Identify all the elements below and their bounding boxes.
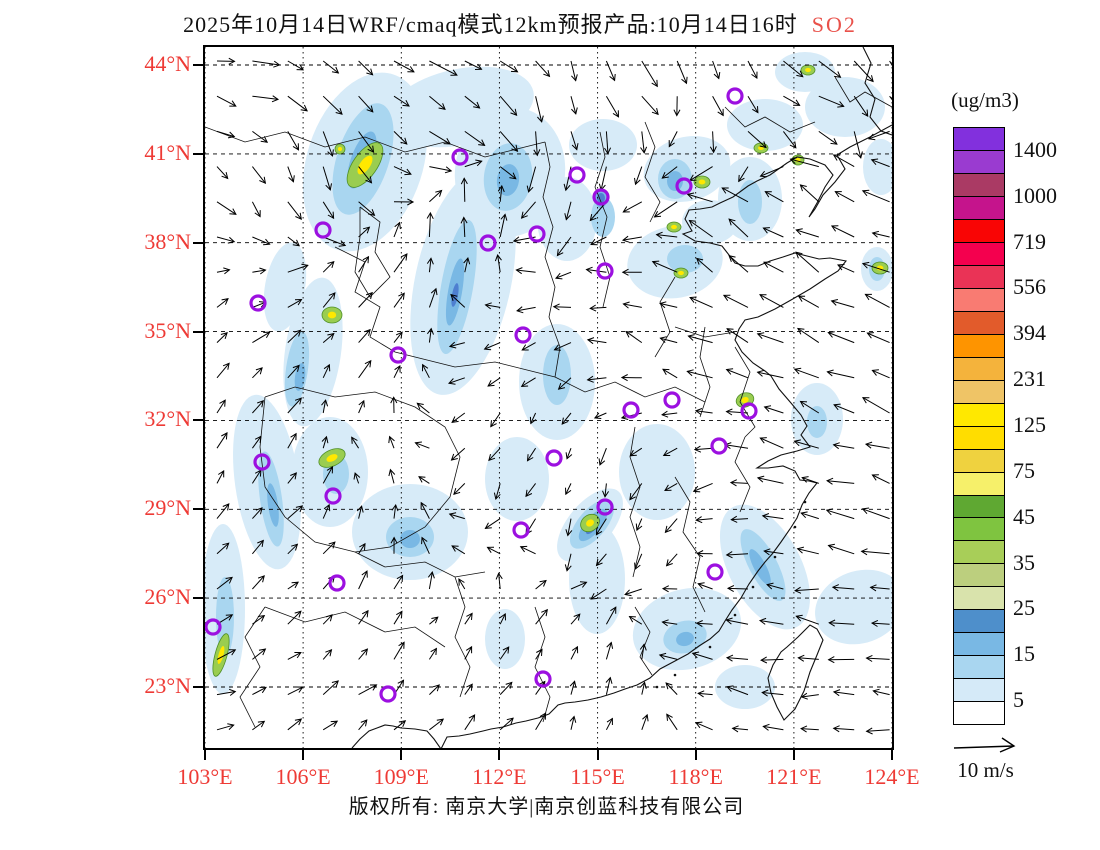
lat-label: 44°N	[144, 51, 191, 76]
lon-tick	[400, 750, 403, 760]
lon-label: 109°E	[373, 764, 429, 789]
lat-label: 41°N	[144, 139, 191, 165]
colorbar-value: 35	[1013, 549, 1035, 575]
colorbar-value: 719	[1013, 228, 1046, 254]
colorbar-block	[954, 128, 1004, 151]
colorbar-value: 1000	[1013, 182, 1057, 208]
lat-tick	[193, 686, 203, 688]
lat-label: 38°N	[144, 228, 191, 254]
colorbar-block	[954, 472, 1004, 496]
lon-tick	[302, 750, 305, 760]
lat-tick	[193, 241, 203, 244]
map-frame	[203, 45, 894, 750]
colorbar-value: 1400	[1013, 136, 1057, 162]
colorbar-value: 75	[1013, 457, 1035, 483]
colorbar-block	[954, 265, 1004, 289]
concentration-blobs	[205, 52, 892, 709]
copyright-text: 版权所有: 南京大学|南京创蓝科技有限公司	[348, 796, 745, 818]
colorbar-value: 15	[1013, 641, 1035, 667]
colorbar-block	[954, 564, 1004, 588]
colorbar-unit: (ug/m3)	[951, 88, 1019, 112]
colorbar-block	[954, 587, 1004, 611]
wind-scale-arrow	[953, 737, 1016, 753]
lat-label: 29°N	[144, 495, 191, 521]
colorbar-block	[954, 518, 1004, 542]
lat-tick	[193, 597, 203, 600]
page-title: 2025年10月14日WRF/cmaq模式12km预报产品:10月14日16时 S…	[0, 7, 1040, 39]
colorbar-value: 394	[1013, 320, 1046, 346]
lon-label: 112°E	[472, 764, 527, 789]
lat-tick	[193, 64, 203, 66]
lat-tick	[193, 419, 203, 422]
colorbar-block	[954, 633, 1004, 657]
lon-label: 106°E	[275, 764, 331, 789]
lon-label: 118°E	[668, 764, 723, 789]
colorbar	[953, 127, 1005, 725]
colorbar-block	[954, 449, 1004, 473]
lon-label: 115°E	[570, 764, 625, 789]
colorbar-block	[954, 150, 1004, 174]
pollutant-label: SO2	[811, 12, 857, 37]
lon-label: 103°E	[177, 764, 233, 789]
lat-label: 32°N	[144, 406, 191, 432]
lat-label: 35°N	[144, 317, 191, 343]
city-markers	[205, 87, 758, 703]
colorbar-block	[954, 541, 1004, 565]
lon-label: 124°E	[864, 764, 920, 789]
lon-tick	[891, 750, 893, 760]
colorbar-block	[954, 173, 1004, 197]
lat-tick	[193, 152, 203, 155]
lon-tick	[792, 750, 795, 760]
colorbar-block	[954, 426, 1004, 450]
lat-tick	[193, 330, 203, 333]
colorbar-block	[954, 242, 1004, 266]
colorbar-block	[954, 334, 1004, 358]
colorbar-block	[954, 288, 1004, 312]
wind-vectors	[216, 57, 892, 735]
colorbar-block	[954, 403, 1004, 427]
colorbar-value: 125	[1013, 412, 1046, 437]
colorbar-value: 25	[1013, 595, 1035, 621]
colorbar-block	[954, 380, 1004, 404]
colorbar-block	[954, 679, 1004, 703]
colorbar-value: 231	[1013, 366, 1046, 392]
colorbar-value: 45	[1013, 503, 1035, 529]
colorbar-block	[954, 196, 1004, 220]
colorbar-block	[954, 357, 1004, 381]
lon-tick	[596, 750, 599, 760]
colorbar-value: 556	[1013, 274, 1046, 300]
colorbar-block	[954, 656, 1004, 680]
colorbar-block	[954, 495, 1004, 519]
colorbar-value: 5	[1013, 687, 1024, 713]
lat-label: 23°N	[144, 673, 191, 698]
lon-tick	[204, 750, 206, 760]
colorbar-block	[954, 610, 1004, 634]
title-text: 2025年10月14日WRF/cmaq模式12km预报产品:10月14日16时	[183, 12, 798, 37]
lon-tick	[498, 750, 501, 760]
wind-scale-label: 10 m/s	[957, 758, 1014, 782]
map-canvas	[205, 47, 892, 748]
lon-label: 121°E	[766, 764, 822, 789]
lat-label: 26°N	[144, 584, 191, 610]
lon-tick	[694, 750, 697, 760]
colorbar-block	[954, 219, 1004, 243]
lat-tick	[193, 508, 203, 511]
colorbar-block	[954, 702, 1004, 725]
colorbar-block	[954, 311, 1004, 335]
